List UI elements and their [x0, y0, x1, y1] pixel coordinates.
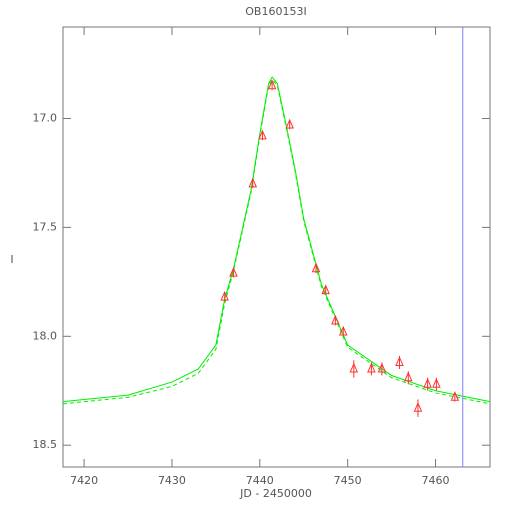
data-point [258, 129, 267, 140]
model-curve [62, 78, 491, 405]
plot-frame [62, 26, 491, 468]
y-tick-label: 17.5 [33, 220, 58, 233]
x-tick-label: 7430 [158, 474, 186, 487]
data-point [267, 79, 277, 90]
data-point [229, 266, 238, 277]
data-point [311, 262, 321, 273]
x-tick-label: 7440 [246, 474, 274, 487]
y-tick-label: 17.0 [33, 111, 58, 124]
chart-title: OB160153I [245, 5, 306, 18]
data-point [248, 177, 258, 188]
data-point [349, 362, 359, 373]
y-tick-label: 18.5 [33, 438, 58, 451]
data-point [413, 401, 423, 412]
data-point [367, 362, 376, 373]
y-axis-label: I [10, 253, 13, 266]
data-point [377, 362, 387, 373]
data-point [423, 377, 432, 388]
data-point [395, 356, 404, 366]
x-tick-label: 7460 [422, 474, 450, 487]
x-tick-label: 7450 [334, 474, 362, 487]
data-point [432, 377, 441, 388]
y-tick-label: 18.0 [33, 329, 58, 342]
x-axis-label: JD - 2450000 [239, 487, 312, 500]
data-point [404, 371, 413, 382]
data-point [321, 284, 330, 295]
data-point [220, 290, 229, 301]
model-curve [62, 76, 491, 403]
x-tick-label: 7420 [70, 474, 98, 487]
data-point [450, 391, 460, 401]
data-point [339, 325, 348, 336]
data-point [331, 314, 340, 325]
data-point [285, 118, 294, 129]
